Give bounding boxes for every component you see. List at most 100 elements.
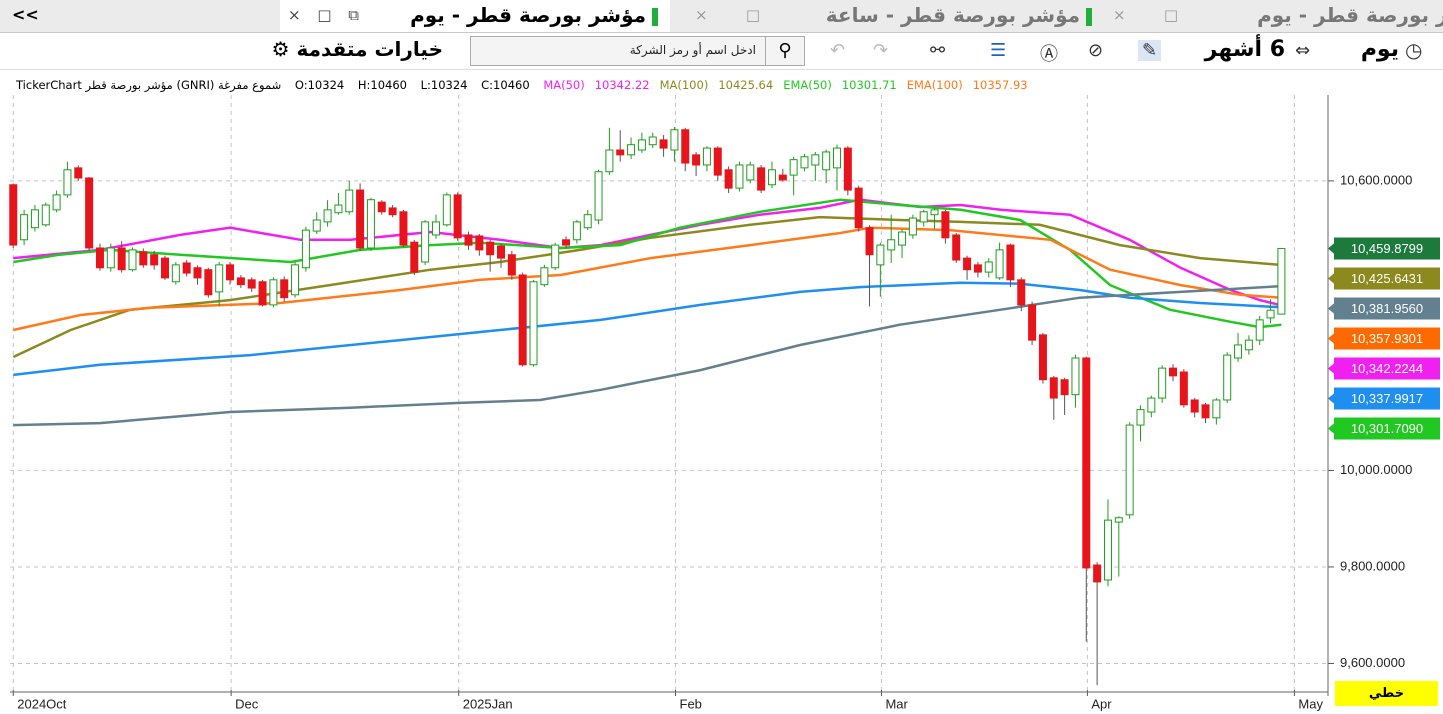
candle-body xyxy=(995,249,1004,279)
candle-body xyxy=(1136,409,1145,426)
ma-line xyxy=(13,198,1282,307)
candle-body xyxy=(1169,367,1178,377)
range-icon[interactable]: ⇔ xyxy=(1295,40,1311,61)
candle-body xyxy=(1277,247,1286,315)
info-close: C:10460 xyxy=(481,78,530,92)
candle-body xyxy=(496,245,505,259)
legend-value: 10357.93 xyxy=(972,78,1028,92)
candle-body xyxy=(1255,319,1264,341)
draw-tool[interactable]: ✎ xyxy=(1138,40,1162,61)
candle-body xyxy=(800,156,809,169)
price-badge xyxy=(1334,267,1440,290)
candle-body xyxy=(52,194,61,211)
candle-body xyxy=(659,139,668,149)
candle-body xyxy=(215,264,224,293)
period-button[interactable]: يوم xyxy=(1360,37,1399,62)
candle-body xyxy=(160,257,169,279)
search-box[interactable]: ادخل اسم أو رمز الشركة ⚲ xyxy=(470,36,805,66)
advanced-options[interactable]: خيارات متقدمة ⚙ xyxy=(271,37,443,61)
price-badge-label: 10,357.9301 xyxy=(1351,331,1423,346)
candle-body xyxy=(713,147,722,176)
price-badge-label: 10,425.6431 xyxy=(1351,271,1423,286)
tab-title: مؤشر بورصة قطر - يوم xyxy=(410,3,658,27)
candle-body xyxy=(1028,304,1037,341)
candle-body xyxy=(724,169,733,189)
info-open: O:10324 xyxy=(294,78,345,92)
price-badge xyxy=(1334,297,1440,320)
advanced-label: خيارات متقدمة xyxy=(296,37,443,61)
scroll-tabs[interactable]: << xyxy=(12,5,39,24)
tab-title: مؤشر بورصة قطر - يوم xyxy=(1257,3,1443,27)
legend-value: 10425.64 xyxy=(718,78,774,92)
candle-body xyxy=(767,169,776,186)
price-badge xyxy=(1334,237,1440,260)
tab-title: مؤشر بورصة قطر - ساعة xyxy=(826,3,1092,27)
price-badge xyxy=(1334,327,1440,350)
candle-body xyxy=(908,217,917,236)
candle-body xyxy=(269,279,278,306)
line-mode-button[interactable]: خطي xyxy=(1335,681,1438,706)
candle-body xyxy=(139,251,148,266)
candle-body xyxy=(919,211,928,223)
tab[interactable]: × □ مؤشر بورصة قطر - ساعة xyxy=(675,0,1100,32)
candle-body xyxy=(1103,519,1112,581)
candle-body xyxy=(106,247,115,269)
redo[interactable]: ↷ xyxy=(873,40,889,61)
candle-body xyxy=(876,244,885,266)
candle-body xyxy=(1038,334,1047,381)
candle-body xyxy=(746,164,755,181)
candle-body xyxy=(1158,367,1167,399)
indicator-tool[interactable]: ⊘ xyxy=(1088,40,1104,61)
ma-line xyxy=(13,226,1282,332)
x-tick-label: 2024Oct xyxy=(17,696,67,711)
candle-body xyxy=(334,204,343,214)
candle-body xyxy=(627,144,636,156)
candle-body xyxy=(1093,564,1102,583)
candle-body xyxy=(930,209,939,216)
candle-body xyxy=(1071,357,1080,396)
candle-body xyxy=(193,267,202,279)
candle-body xyxy=(182,262,191,274)
search-icon[interactable]: ⚲ xyxy=(765,37,804,65)
compare-tool[interactable]: ⚯ xyxy=(930,40,946,61)
undo[interactable]: ↶ xyxy=(830,40,846,61)
price-badge-label: 10,301.7090 xyxy=(1351,421,1423,436)
candle-body xyxy=(1201,404,1210,419)
candle-body xyxy=(204,269,213,296)
candle-body xyxy=(312,219,321,232)
candle-body xyxy=(95,247,104,269)
candle-body xyxy=(1234,344,1243,359)
tab-title-text: مؤشر بورصة قطر - ساعة xyxy=(825,3,1080,27)
candle-body xyxy=(941,211,950,239)
candle-body xyxy=(280,279,289,299)
candle-body xyxy=(822,151,831,171)
price-badge-label: 10,381.9560 xyxy=(1351,301,1423,316)
tab-title-text: مؤشر بورصة قطر - يوم xyxy=(410,3,646,27)
legend-value: 10301.71 xyxy=(841,78,897,92)
price-badge-pointer xyxy=(1328,362,1335,375)
tab-icons[interactable]: × □ xyxy=(695,6,767,24)
candle-body xyxy=(1114,517,1123,523)
candle-body xyxy=(366,199,375,249)
candle-body xyxy=(1266,309,1275,319)
clock-icon[interactable]: ◷ xyxy=(1405,38,1423,62)
candle-body xyxy=(356,189,365,249)
tab[interactable]: × □ مؤشر بورصة قطر - يوم xyxy=(1105,0,1443,32)
candle-body xyxy=(540,267,549,286)
candle-body xyxy=(594,171,603,221)
legend-name: EMA(100) xyxy=(906,78,963,92)
legend-value: 10342.22 xyxy=(594,78,650,92)
tab-icons[interactable]: × □ ⧉ xyxy=(288,6,365,24)
tab-active[interactable]: × □ ⧉ مؤشر بورصة قطر - يوم xyxy=(280,0,670,32)
x-tick-label: Dec xyxy=(235,696,259,711)
alert-tool[interactable]: Ⓐ xyxy=(1040,44,1058,65)
range-button[interactable]: 6 أشهر xyxy=(1204,37,1285,62)
candle-body xyxy=(507,254,516,276)
tab-icons[interactable]: × □ xyxy=(1113,6,1185,24)
y-tick-label: 10,600.0000 xyxy=(1340,172,1412,187)
price-badge xyxy=(1334,417,1440,440)
candle-body xyxy=(605,149,614,173)
candle-body xyxy=(518,274,527,366)
lines-tool[interactable]: ☰ xyxy=(990,40,1007,61)
candle-body xyxy=(778,174,787,181)
